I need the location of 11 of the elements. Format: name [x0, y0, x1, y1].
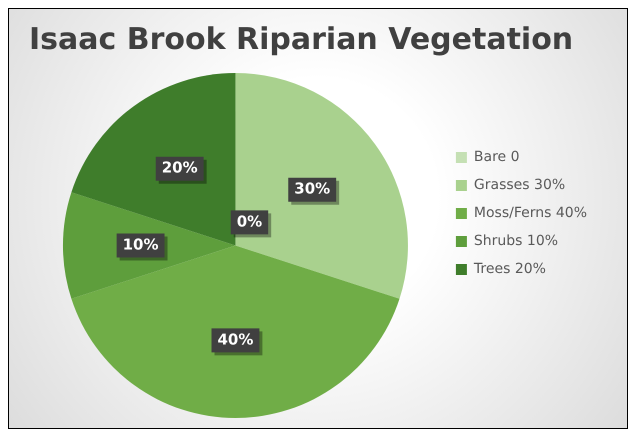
legend-label: Shrubs 10%: [474, 233, 558, 250]
text: 0%: [236, 212, 262, 230]
legend-label: Bare 0: [474, 149, 520, 166]
data-label: 20%: [162, 158, 198, 177]
data-label: 10%: [122, 235, 159, 254]
legend-label: Grasses 30%: [474, 177, 566, 194]
data-label: 30%: [294, 180, 330, 198]
chart-title: Isaac Brook Riparian Vegetation: [29, 22, 574, 57]
legend-label: Moss/Ferns 40%: [474, 205, 587, 222]
data-label: 40%: [218, 330, 254, 348]
legend-label: Trees 20%: [472, 261, 546, 278]
